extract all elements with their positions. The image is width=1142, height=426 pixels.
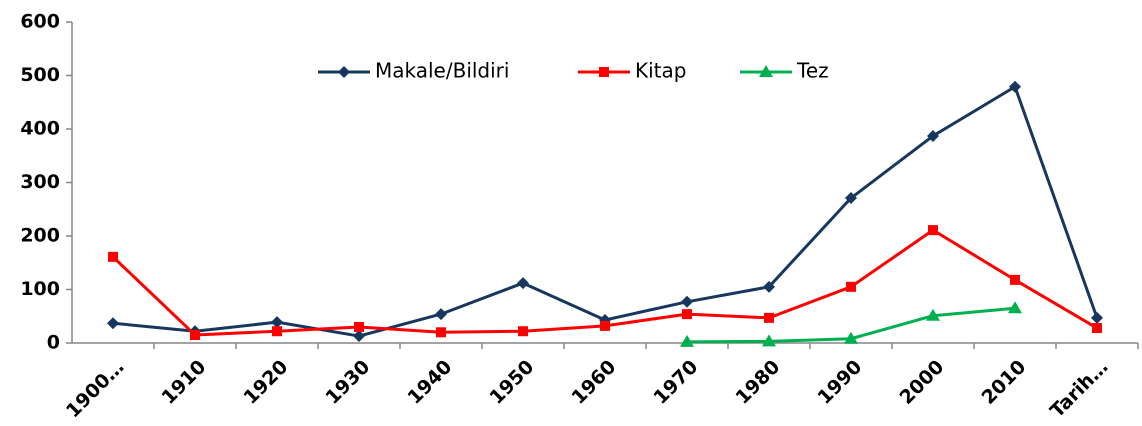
x-tick-label: 1980: [731, 356, 784, 409]
y-tick-label: 100: [20, 278, 60, 300]
data-point: [271, 316, 283, 329]
data-point: [600, 320, 610, 331]
data-point: [517, 277, 529, 290]
legend-label: Kitap: [635, 59, 686, 83]
y-tick-label: 600: [20, 11, 60, 33]
data-point: [762, 334, 776, 347]
data-point: [926, 308, 940, 321]
legend-marker: [338, 66, 350, 78]
legend-label: Tez: [796, 59, 829, 83]
legend-label: Makale/Bildiri: [375, 59, 509, 83]
data-point: [107, 317, 119, 330]
x-tick-label: Tarih…: [1046, 356, 1112, 422]
data-point: [108, 251, 118, 262]
data-point: [353, 330, 365, 343]
data-point: [436, 327, 446, 338]
data-point: [681, 295, 693, 308]
data-point: [1008, 301, 1022, 314]
data-point: [764, 312, 774, 323]
x-tick-label: 1950: [485, 356, 538, 409]
data-point: [928, 225, 938, 236]
x-tick-label: 1940: [403, 356, 456, 409]
data-point: [1009, 80, 1021, 93]
x-tick-label: 1920: [239, 356, 292, 409]
x-tick-label: 1900…: [62, 356, 128, 422]
data-point: [846, 281, 856, 292]
x-tick-label: 1960: [567, 356, 620, 409]
series-line: [112, 85, 1099, 338]
x-tick-label: 1910: [157, 356, 210, 409]
y-tick-label: 400: [20, 118, 60, 140]
data-point: [682, 309, 692, 320]
x-tick-label: 1970: [649, 356, 702, 409]
data-point: [763, 280, 775, 293]
data-point: [1091, 311, 1103, 324]
x-tick-label: 2000: [895, 356, 948, 409]
data-point: [1092, 323, 1102, 334]
x-tick-label: 1990: [813, 356, 866, 409]
data-point: [272, 326, 282, 337]
x-tick-label: 1930: [321, 356, 374, 409]
legend-marker: [599, 67, 609, 77]
x-tick-label: 2010: [977, 356, 1030, 409]
data-point: [927, 129, 939, 142]
data-point: [1010, 274, 1020, 285]
data-point: [435, 308, 447, 321]
data-point: [845, 192, 857, 205]
data-point: [518, 326, 528, 337]
y-tick-label: 0: [47, 332, 60, 354]
data-point: [354, 321, 364, 332]
y-tick-label: 500: [20, 64, 60, 86]
y-tick-label: 200: [20, 225, 60, 247]
data-point: [844, 331, 858, 344]
data-point: [190, 329, 200, 340]
legend-marker: [759, 65, 773, 77]
y-tick-label: 300: [20, 171, 60, 193]
data-point: [680, 334, 694, 347]
